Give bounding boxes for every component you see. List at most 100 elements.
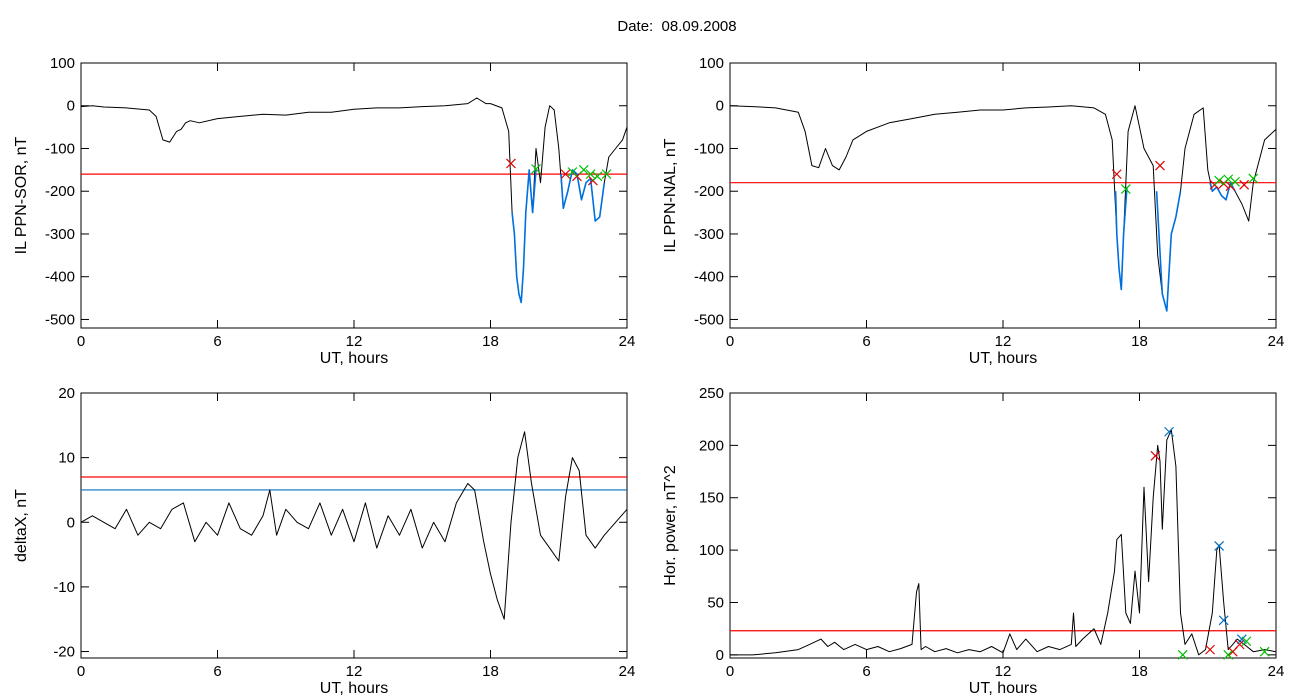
sor-xtick-label: 24 — [619, 333, 636, 350]
nal-ytick-label: -500 — [694, 311, 724, 328]
sor-xtick-label: 12 — [346, 333, 363, 350]
sor-series-highlight — [511, 169, 537, 304]
nal-ytick-label: 100 — [699, 55, 724, 72]
nal-marker — [1239, 179, 1250, 190]
nal-marker — [1155, 160, 1165, 171]
sor-x-axis-label: UT, hours — [320, 350, 388, 367]
deltax-ytick-label: -20 — [53, 644, 75, 661]
sor-marker — [592, 171, 603, 182]
power-marker — [1214, 541, 1225, 551]
nal-ytick-label: 0 — [716, 98, 724, 115]
power-marker — [1259, 646, 1270, 657]
sor-ytick-label: -400 — [45, 269, 75, 286]
nal-xtick-label: 12 — [995, 333, 1012, 350]
power-ytick-label: 150 — [699, 490, 724, 507]
deltax-plot-area — [81, 431, 627, 620]
nal-marker — [1230, 176, 1240, 187]
nal-marker — [1248, 173, 1259, 184]
nal-y-axis-label: IL PPN-NAL, nT — [662, 138, 679, 252]
nal-series-highlight — [1114, 186, 1128, 291]
sor-ytick-label: -500 — [45, 311, 75, 328]
sor-marker — [585, 169, 596, 180]
nal-xtick-label: 24 — [1268, 333, 1285, 350]
sor-series-trace — [81, 97, 627, 303]
sor-xtick-label: 0 — [77, 333, 85, 350]
deltax-xtick-label: 0 — [77, 663, 85, 680]
nal-marker — [1111, 169, 1122, 180]
power-ytick-label: 50 — [707, 594, 724, 611]
nal-x-axis-label: UT, hours — [969, 350, 1037, 367]
power-marker — [1164, 426, 1174, 437]
nal-series-highlight — [1155, 191, 1182, 312]
sor-ytick-label: -200 — [45, 183, 75, 200]
deltax-xtick-label: 12 — [346, 663, 363, 680]
sor-y-axis-label: IL PPN-SOR, nT — [13, 136, 30, 254]
nal-ytick-label: -300 — [694, 226, 724, 243]
nal-xtick-label: 0 — [726, 333, 734, 350]
power-marker — [1218, 615, 1229, 626]
power-ytick-label: 250 — [699, 385, 724, 402]
power-marker — [1205, 644, 1215, 655]
deltax-panel: 0 6 12 18 24 20 10 0 -10 -20 UT, hours deltaX, nT — [13, 385, 635, 697]
nal-series-trace — [730, 105, 1276, 312]
power-xtick-label: 6 — [862, 663, 870, 680]
power-ytick-label: 0 — [716, 647, 724, 664]
figure-title: Date: 08.09.2008 — [617, 18, 737, 35]
nal-plot-area — [730, 105, 1276, 312]
sor-axes-frame — [80, 62, 628, 329]
sor-marker — [531, 164, 541, 174]
sor-ytick-label: -100 — [45, 140, 75, 157]
power-marker — [1234, 639, 1245, 650]
power-marker — [1223, 649, 1234, 660]
power-y-axis-label: Hor. power, nT^2 — [662, 465, 679, 586]
sor-marker — [578, 164, 589, 175]
sor-panel: 0 6 12 18 24 100 0 -100 -200 -300 -400 -500 UT, hour… — [13, 55, 635, 367]
power-xtick-label: 18 — [1131, 663, 1148, 680]
sor-marker — [601, 169, 612, 180]
power-series-trace — [730, 429, 1276, 656]
sor-xtick-label: 18 — [482, 333, 499, 350]
power-marker — [1177, 649, 1188, 660]
deltax-ytick-label: 10 — [58, 450, 75, 467]
power-xtick-label: 12 — [995, 663, 1012, 680]
sor-marker — [506, 158, 516, 169]
power-marker — [1241, 636, 1252, 647]
power-xtick-label: 0 — [726, 663, 734, 680]
nal-xtick-label: 6 — [862, 333, 870, 350]
nal-marker — [1223, 174, 1234, 185]
sor-xtick-label: 6 — [213, 333, 221, 350]
nal-ytick-label: -200 — [694, 183, 724, 200]
deltax-ytick-label: -10 — [53, 579, 75, 596]
deltax-xtick-label: 24 — [619, 663, 636, 680]
sor-marker — [560, 169, 571, 180]
nal-series-highlight — [1209, 181, 1236, 201]
nal-xtick-label: 18 — [1131, 333, 1148, 350]
power-plot-area — [730, 429, 1276, 656]
power-ytick-label: 100 — [699, 542, 724, 559]
nal-ytick-label: -100 — [694, 140, 724, 157]
deltax-ytick-label: 0 — [67, 514, 75, 531]
nal-panel: 0 6 12 18 24 100 0 -100 -200 -300 -400 -500 UT, hour… — [662, 55, 1284, 367]
sor-ytick-label: 0 — [67, 98, 75, 115]
sor-ytick-label: 100 — [50, 55, 75, 72]
power-x-axis-label: UT, hours — [969, 680, 1037, 697]
sor-plot-area — [81, 97, 627, 304]
deltax-xtick-label: 18 — [482, 663, 499, 680]
nal-marker — [1120, 184, 1131, 195]
deltax-y-axis-label: deltaX, nT — [13, 489, 30, 562]
deltax-x-axis-label: UT, hours — [320, 680, 388, 697]
power-axes-frame — [729, 392, 1277, 659]
power-panel: 0 6 12 18 24 250 200 150 100 50 0 UT, hours Hor. pow… — [662, 385, 1284, 697]
deltax-xtick-label: 6 — [213, 663, 221, 680]
deltax-ytick-label: 20 — [58, 385, 75, 402]
sor-series-highlight — [560, 169, 606, 222]
nal-axes-frame — [729, 62, 1277, 329]
sor-ytick-label: -300 — [45, 226, 75, 243]
sor-marker — [567, 167, 578, 177]
nal-ytick-label: -400 — [694, 269, 724, 286]
deltax-series-trace — [81, 431, 627, 620]
nal-marker — [1214, 175, 1225, 186]
power-marker — [1150, 450, 1161, 461]
power-ytick-label: 200 — [699, 437, 724, 454]
